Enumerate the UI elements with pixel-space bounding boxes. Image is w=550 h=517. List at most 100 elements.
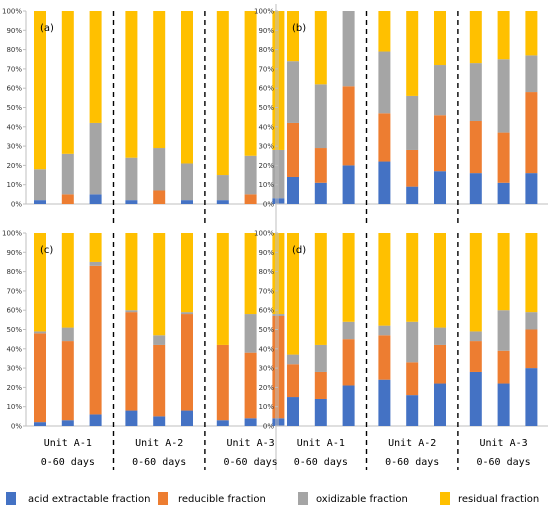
y-tick-label: 60% (6, 85, 22, 93)
bar-segment-residual (244, 11, 257, 156)
bar-segment-reducible (406, 149, 419, 187)
bar-segment-reducible (378, 335, 391, 380)
panel-label: (b) (292, 23, 306, 34)
panel-label: (c) (40, 245, 53, 256)
bar-segment-residual (378, 11, 391, 52)
days-label: 0-60 days (385, 457, 439, 468)
bar-segment-acid (89, 414, 102, 426)
bar-segment-residual (89, 11, 102, 123)
bar-segment-reducible (287, 122, 299, 177)
y-tick-label: 10% (6, 181, 22, 189)
bar-segment-reducible (342, 339, 355, 386)
bar-segment-oxidizable (181, 163, 193, 201)
days-label: 0-60 days (132, 457, 186, 468)
legend-swatch-residual (440, 492, 450, 505)
bar-segment-oxidizable (434, 327, 446, 345)
y-tick-label: 20% (6, 162, 22, 170)
panel-b: 0% 10% 20% 30% 40% 50% 60% 70% 80% 90% 100% (b) (254, 8, 548, 226)
bar-segment-oxidizable (525, 55, 538, 93)
bar-segment-residual (525, 233, 538, 313)
y-tick-label: 90% (6, 27, 22, 35)
bar-segment-oxidizable (469, 63, 482, 122)
legend-swatch-reducible (158, 492, 168, 505)
panel-c: 0% 10% 20% 30% 40% 50% 60% 70% 80% 90% 100% (c) (2, 230, 285, 470)
bar-segment-oxidizable (342, 11, 355, 87)
bar-segment-residual (153, 11, 166, 149)
bar-segment-oxidizable (497, 310, 510, 351)
bar-segment-residual (61, 11, 74, 154)
bar-segment-acid (314, 182, 327, 204)
bar-segment-oxidizable (406, 321, 419, 363)
bar-segment-reducible (244, 194, 257, 204)
legend-label-residual: residual fraction (458, 494, 539, 505)
y-tick-label: 60% (6, 307, 22, 315)
legend-layer: acid extractable fraction reducible fract… (6, 492, 539, 505)
y-tick-label: 10% (6, 403, 22, 411)
bar-segment-acid (125, 410, 138, 426)
bar-segment-residual (287, 233, 299, 355)
bar-segment-acid (244, 418, 257, 426)
bar-segment-oxidizable (314, 344, 327, 372)
bar-segment-reducible (525, 329, 538, 369)
y-tick-label: 0% (263, 201, 274, 209)
bar-segment-reducible (125, 312, 138, 411)
y-tick-label: 90% (258, 27, 274, 35)
bar-segment-acid (469, 371, 482, 426)
unit-label: Unit A-1 (297, 438, 345, 449)
bar-segment-acid (61, 420, 74, 426)
bar-segment-acid (342, 165, 355, 204)
bar-segment-oxidizable (89, 261, 102, 266)
bar-segment-reducible (525, 92, 538, 174)
bar-segment-reducible (287, 364, 299, 398)
labels-layer: Unit A-1 0-60 days Unit A-2 0-60 days Unit A… (41, 438, 531, 468)
y-tick-label: 100% (2, 230, 22, 238)
bar-segment-residual (525, 11, 538, 56)
y-tick-label: 50% (6, 104, 22, 112)
y-tick-label: 30% (6, 365, 22, 373)
bar-segment-acid (342, 385, 355, 426)
bar-segment-oxidizable (314, 84, 327, 149)
bar-segment-reducible (61, 341, 74, 421)
bar-segment-residual (314, 11, 327, 85)
bar-segment-reducible (89, 265, 102, 415)
y-tick-label: 70% (258, 287, 274, 295)
bar-segment-acid (89, 194, 102, 204)
bar-segment-residual (497, 11, 510, 60)
bar-segment-oxidizable (61, 153, 74, 195)
bar-segment-reducible (434, 344, 446, 384)
y-tick-label: 20% (6, 384, 22, 392)
bar-segment-residual (287, 11, 299, 62)
bar-segment-reducible (406, 362, 419, 396)
bar-segment-acid (434, 383, 446, 426)
legend-label-acid: acid extractable fraction (28, 494, 150, 505)
bar-segment-acid (216, 200, 229, 204)
bar-segment-acid (287, 176, 299, 204)
bar-segment-acid (378, 161, 391, 204)
bar-segment-oxidizable (125, 157, 138, 201)
y-tick-label: 10% (258, 403, 274, 411)
y-tick-label: 100% (254, 8, 274, 16)
bar-segment-reducible (314, 148, 327, 183)
y-tick-label: 0% (11, 201, 22, 209)
bar-segment-reducible (469, 121, 482, 174)
y-tick-label: 50% (258, 104, 274, 112)
y-tick-label: 30% (258, 365, 274, 373)
bar-segment-residual (434, 233, 446, 328)
unit-label: Unit A-3 (480, 438, 528, 449)
y-tick-label: 40% (6, 345, 22, 353)
bar-segment-residual (61, 233, 74, 328)
bar-segment-oxidizable (216, 175, 229, 201)
bar-segment-oxidizable (89, 122, 102, 195)
bar-segment-oxidizable (406, 95, 419, 150)
bar-segment-reducible (34, 333, 46, 423)
y-tick-label: 40% (258, 123, 274, 131)
days-label: 0-60 days (41, 457, 95, 468)
panel-label: (d) (292, 245, 306, 256)
y-tick-label: 30% (258, 143, 274, 151)
bar-segment-reducible (497, 132, 510, 183)
bar-segment-acid (497, 383, 510, 426)
bar-segment-reducible (216, 344, 229, 421)
y-tick-label: 90% (6, 249, 22, 257)
panels-layer: 0% 10% 20% 30% 40% 50% 60% 70% 80% 90% 100% (a) 0% 10… (2, 4, 548, 470)
